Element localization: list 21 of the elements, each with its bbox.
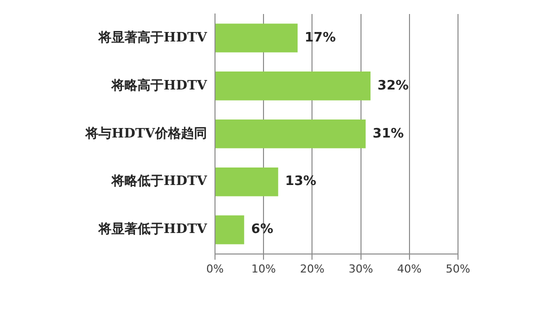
bar [216,24,298,52]
y-tick-label: 将略低于HDTV [110,174,208,190]
data-label: 13% [285,174,316,190]
bar [216,167,278,196]
y-tick-label: 将显著低于HDTV [98,221,208,238]
x-tick-label: 10% [251,262,276,276]
x-tick-label: 20% [300,262,324,276]
bar [216,120,366,148]
data-label: 31% [372,126,404,142]
data-label: 17% [304,30,336,46]
y-tick-label: 将略高于HDTV [110,77,208,94]
bar [216,72,371,100]
data-label: 32% [378,78,409,94]
x-tick-label: 40% [397,262,422,276]
y-tick-label: 将显著高于HDTV [98,29,208,46]
x-tick-label: 0% [206,262,224,276]
x-tick-label: 50% [446,262,470,276]
data-label: 6% [251,222,274,238]
x-tick-label: 30% [348,262,374,276]
y-tick-label: 将与HDTV价格趋同 [84,126,207,142]
bar [216,215,244,244]
